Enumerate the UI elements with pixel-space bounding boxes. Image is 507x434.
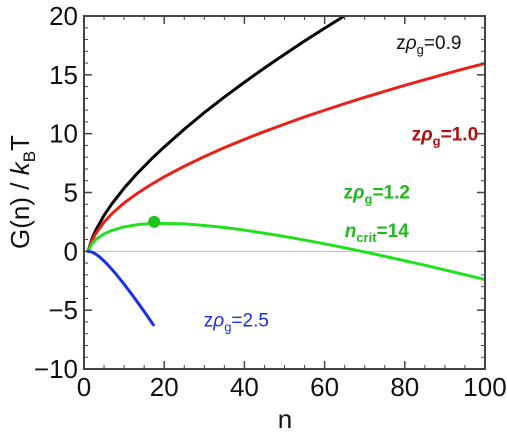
series-line-z10 (86, 61, 485, 253)
y-tick-label: 10 (49, 119, 78, 149)
x-axis-title: n (278, 404, 292, 434)
annotation-a12: zρg=1.2 (343, 182, 409, 206)
y-tick-label: 15 (49, 60, 78, 90)
annotation-a10: zρg=1.0 (412, 125, 478, 149)
y-axis-title-t: T (5, 135, 35, 151)
annotation-layer: zρg=0.9 zρg=1.0 zρg=1.2 ncrit=14 zρg=2.5 (204, 33, 478, 335)
tick-layer: 0 20 40 60 80 100 −10 −5 0 5 10 15 20 (34, 1, 507, 402)
y-tick-label: −5 (48, 295, 78, 325)
y-axis-title-sub: B (20, 151, 39, 162)
y-axis-title: G(n) / kBT (5, 135, 39, 249)
y-tick-label: 5 (64, 178, 78, 208)
series-layer (86, 16, 485, 327)
series-line-z09 (86, 16, 348, 253)
x-tick-label: 0 (77, 372, 91, 402)
x-tick-label: 80 (390, 372, 419, 402)
annotation-ancrit: ncrit=14 (345, 221, 410, 245)
points-layer (148, 215, 161, 228)
series-line-z12 (86, 221, 485, 282)
x-tick-label: 100 (463, 372, 506, 402)
y-axis-title-main: G(n) / (5, 175, 35, 249)
x-tick-label: 60 (310, 372, 339, 402)
annotation-a09: zρg=0.9 (396, 33, 461, 57)
plot-background (84, 16, 485, 369)
annotation-a25: zρg=2.5 (204, 311, 269, 335)
y-tick-label: 20 (49, 1, 78, 31)
series-line-z25 (86, 249, 155, 327)
critical-point-marker (148, 215, 161, 228)
x-tick-label: 20 (150, 372, 179, 402)
x-tick-label: 40 (230, 372, 259, 402)
y-tick-label: −10 (34, 354, 78, 384)
y-tick-label: 0 (64, 236, 78, 266)
y-axis-title-k: k (5, 160, 35, 175)
